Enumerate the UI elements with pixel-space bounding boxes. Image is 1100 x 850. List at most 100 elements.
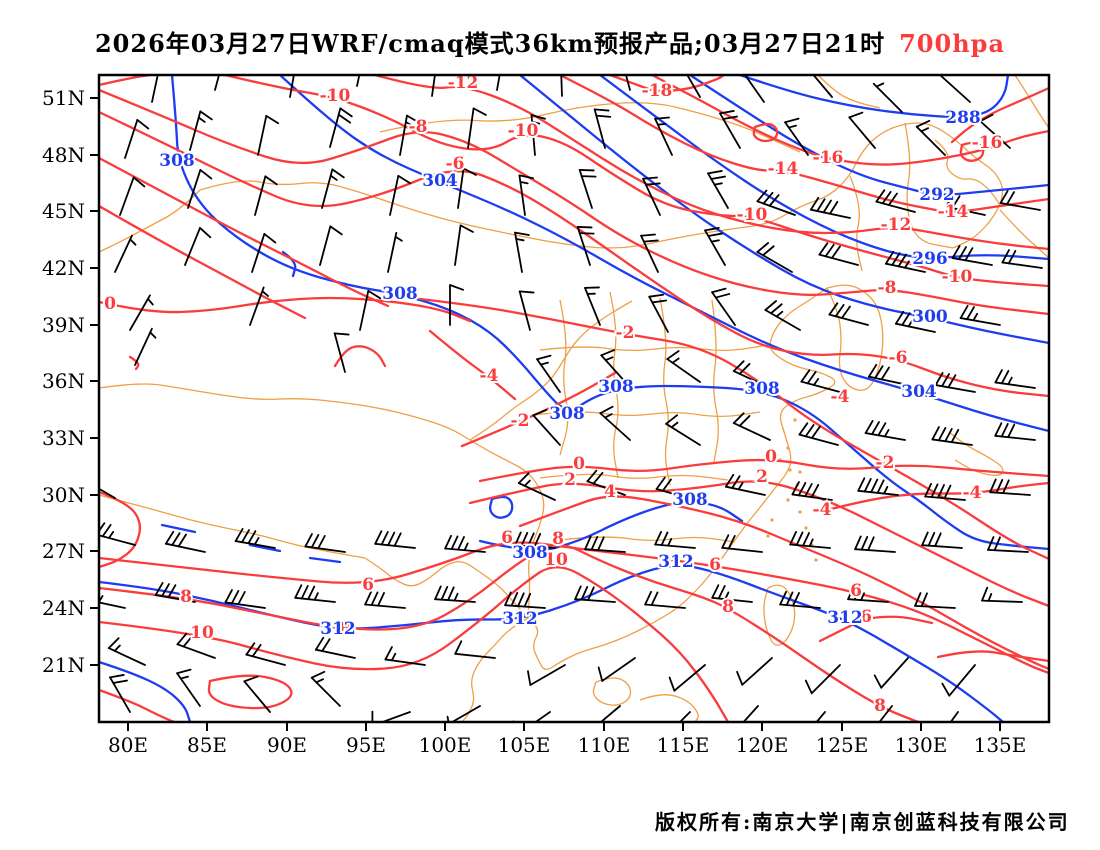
wind-barb-feather bbox=[941, 373, 950, 388]
wind-barb bbox=[756, 242, 793, 273]
wind-barb-feather bbox=[864, 420, 874, 434]
height-label: 312 bbox=[320, 619, 356, 639]
wind-barb bbox=[648, 293, 669, 333]
wind-barb-half-feather bbox=[604, 413, 613, 419]
wind-barb bbox=[789, 530, 831, 549]
wind-barb bbox=[319, 225, 343, 266]
wind-barb bbox=[576, 226, 595, 266]
wind-barb-feather bbox=[263, 233, 277, 244]
height-contour bbox=[738, 75, 1010, 118]
island-dot bbox=[804, 526, 808, 530]
wind-barb-staff bbox=[289, 75, 295, 98]
wind-barb-half-feather bbox=[787, 124, 797, 129]
temperature-label: -16 bbox=[972, 133, 1003, 153]
wind-barb-feather bbox=[779, 590, 787, 606]
wind-barb-feather bbox=[224, 589, 233, 604]
height-label: 312 bbox=[502, 609, 538, 629]
wind-barb-feather bbox=[841, 305, 851, 319]
temperature-label: -2 bbox=[876, 453, 895, 473]
wind-barb-half-feather bbox=[147, 297, 154, 306]
wind-barb-feather bbox=[397, 174, 412, 185]
wind-barb-half-feather bbox=[743, 71, 750, 73]
wind-barb-feather bbox=[532, 409, 548, 417]
province-boundary-line bbox=[639, 694, 699, 722]
wind-barb-feather bbox=[590, 535, 599, 551]
temperature-label: -10 bbox=[737, 205, 768, 225]
wind-barb bbox=[512, 711, 551, 722]
wind-barb-feather bbox=[768, 194, 780, 207]
wind-barb-feather bbox=[164, 530, 175, 545]
temperature-label: 8 bbox=[339, 619, 351, 639]
wind-barb-staff bbox=[939, 75, 971, 103]
wind-barb-feather bbox=[510, 591, 519, 607]
wind-barb-feather bbox=[884, 250, 895, 265]
temperature-contour bbox=[99, 688, 176, 722]
wind-barb-feather bbox=[230, 590, 240, 605]
wind-barb-feather bbox=[199, 169, 213, 180]
island-dot bbox=[758, 468, 762, 472]
wind-barb-staff bbox=[119, 176, 135, 216]
wind-barb-feather bbox=[979, 113, 994, 123]
wind-barb-feather bbox=[756, 189, 768, 203]
latitude-label: 24N bbox=[42, 596, 85, 620]
wind-barb-half-feather bbox=[261, 290, 269, 297]
wind-barb-feather bbox=[107, 637, 120, 649]
wind-barb-feather bbox=[989, 478, 997, 494]
wind-barb-feather bbox=[816, 198, 826, 212]
wind-barb-feather bbox=[666, 350, 680, 360]
wind-barb-feather bbox=[447, 586, 455, 602]
wind-barb-feather bbox=[297, 58, 309, 65]
wind-barb-feather bbox=[995, 478, 1004, 494]
latitude-label: 21N bbox=[42, 653, 85, 677]
wind-barb-feather bbox=[724, 473, 735, 488]
temperature-contour bbox=[333, 345, 387, 368]
wind-barb-feather bbox=[944, 427, 953, 443]
longitude-label: 100E bbox=[419, 733, 472, 757]
wind-barb bbox=[655, 476, 696, 501]
temperature-label: 0 bbox=[573, 454, 585, 474]
height-label: 312 bbox=[658, 552, 694, 572]
wind-barb bbox=[873, 657, 909, 689]
wind-barb bbox=[666, 350, 701, 383]
wind-barb bbox=[994, 369, 1036, 389]
temperature-contour bbox=[99, 156, 390, 308]
temperature-label: 6 bbox=[850, 581, 862, 601]
wind-barb bbox=[625, 75, 631, 91]
wind-barb-feather bbox=[520, 531, 529, 547]
wind-barb-feather bbox=[536, 354, 552, 361]
wind-barb-half-feather bbox=[670, 421, 679, 429]
wind-barb-feather bbox=[1001, 249, 1010, 264]
wind-barb-feather bbox=[99, 522, 106, 533]
wind-barb-feather bbox=[930, 483, 939, 498]
wind-barb-feather bbox=[109, 674, 125, 679]
wind-barb-feather bbox=[517, 592, 525, 608]
island-dot bbox=[786, 446, 790, 450]
wind-barb-feather bbox=[640, 233, 656, 237]
wind-barb bbox=[707, 170, 729, 209]
wind-barb bbox=[234, 528, 276, 549]
wind-barb bbox=[214, 75, 220, 91]
wind-barb bbox=[743, 71, 765, 103]
wind-barb bbox=[457, 167, 477, 209]
wind-barb-feather bbox=[199, 110, 213, 121]
height-label: 300 bbox=[912, 307, 948, 327]
wind-barb-feather bbox=[374, 530, 383, 545]
wind-barb bbox=[134, 327, 157, 366]
temperature-contour bbox=[428, 329, 517, 401]
wind-barb bbox=[764, 300, 801, 331]
wind-barb bbox=[154, 582, 196, 603]
height-contour bbox=[688, 75, 1049, 196]
wind-barb bbox=[818, 242, 859, 266]
temperature-contour bbox=[959, 141, 985, 162]
island-dot bbox=[793, 418, 797, 422]
temperature-label: 8 bbox=[180, 587, 192, 607]
wind-barb bbox=[711, 287, 736, 326]
wind-barb bbox=[724, 473, 766, 496]
height-label: 308 bbox=[382, 284, 418, 304]
wind-barb bbox=[187, 169, 213, 209]
wind-barb-feather bbox=[736, 670, 744, 686]
wind-barb-feather bbox=[810, 483, 820, 499]
wind-barb-half-feather bbox=[808, 538, 814, 548]
wind-barb-staff bbox=[948, 664, 976, 697]
wind-barb-staff bbox=[114, 234, 133, 273]
